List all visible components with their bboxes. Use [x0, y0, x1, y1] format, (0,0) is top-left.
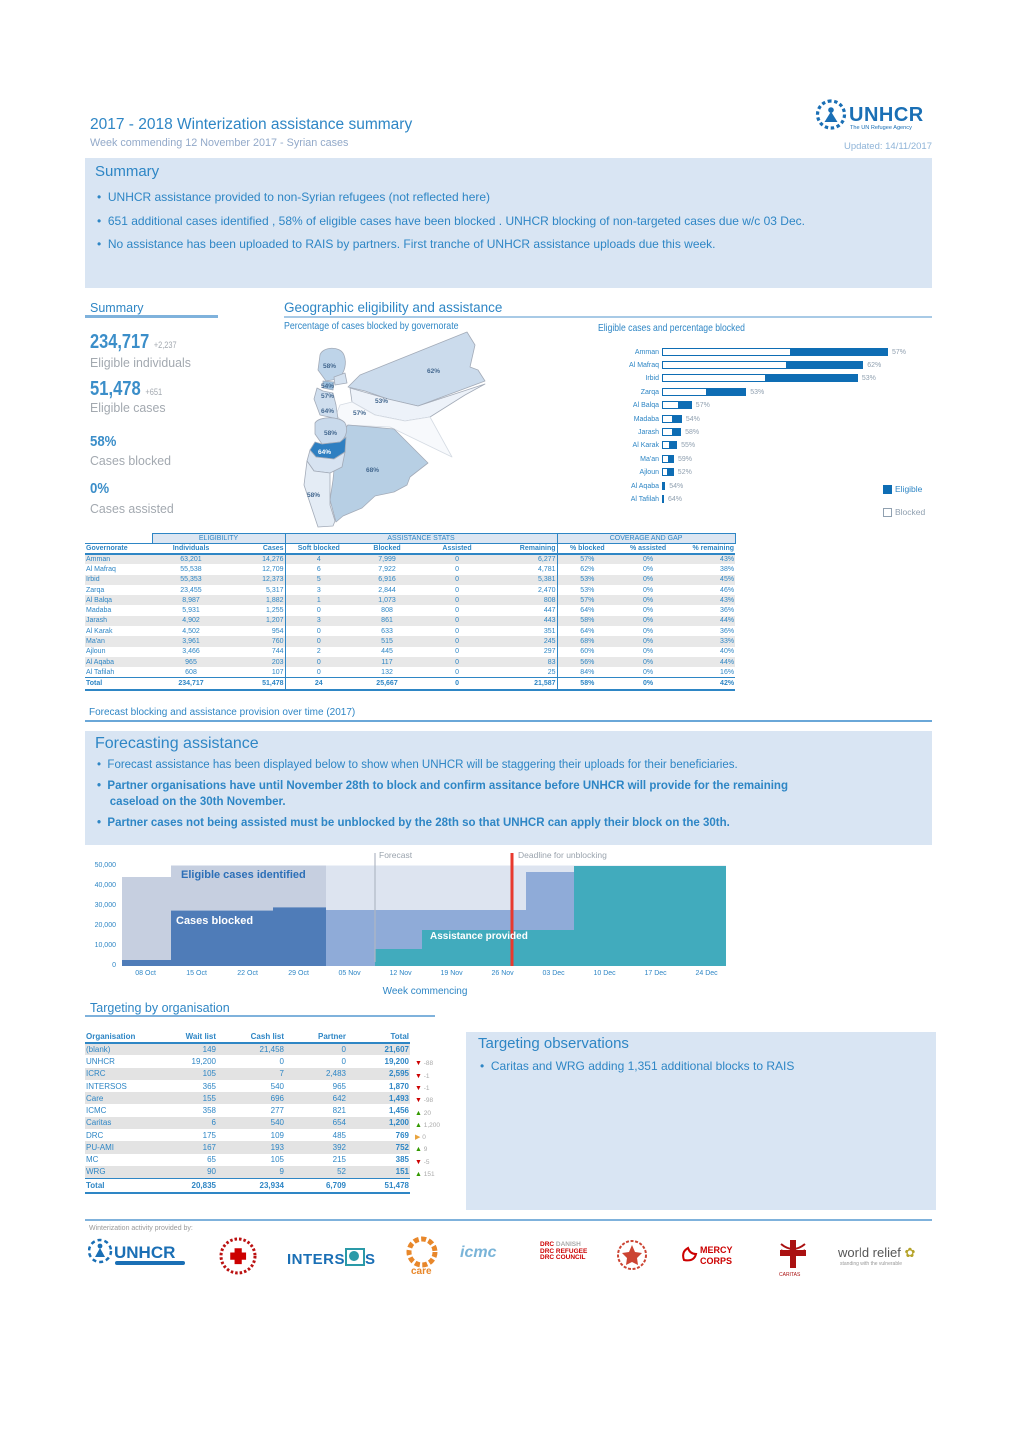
svg-text:care: care — [411, 1266, 432, 1277]
svg-text:58%: 58% — [323, 363, 336, 370]
svg-text:UNHCR: UNHCR — [114, 1243, 175, 1262]
svg-text:62%: 62% — [427, 368, 440, 375]
svg-text:64%: 64% — [321, 408, 334, 415]
svg-text:58%: 58% — [307, 492, 320, 499]
svg-text:CORPS: CORPS — [700, 1256, 732, 1266]
svg-text:The UN Refugee Agency: The UN Refugee Agency — [850, 125, 912, 131]
svg-text:64%: 64% — [318, 449, 331, 456]
svg-text:CARITAS: CARITAS — [779, 1272, 801, 1278]
svg-text:68%: 68% — [366, 467, 379, 474]
svg-text:57%: 57% — [353, 410, 366, 417]
svg-text:58%: 58% — [324, 430, 337, 437]
svg-text:MERCY: MERCY — [700, 1245, 733, 1255]
svg-text:53%: 53% — [375, 398, 388, 405]
svg-text:54%: 54% — [321, 383, 334, 390]
svg-text:UNHCR: UNHCR — [849, 104, 924, 126]
svg-text:57%: 57% — [321, 393, 334, 400]
